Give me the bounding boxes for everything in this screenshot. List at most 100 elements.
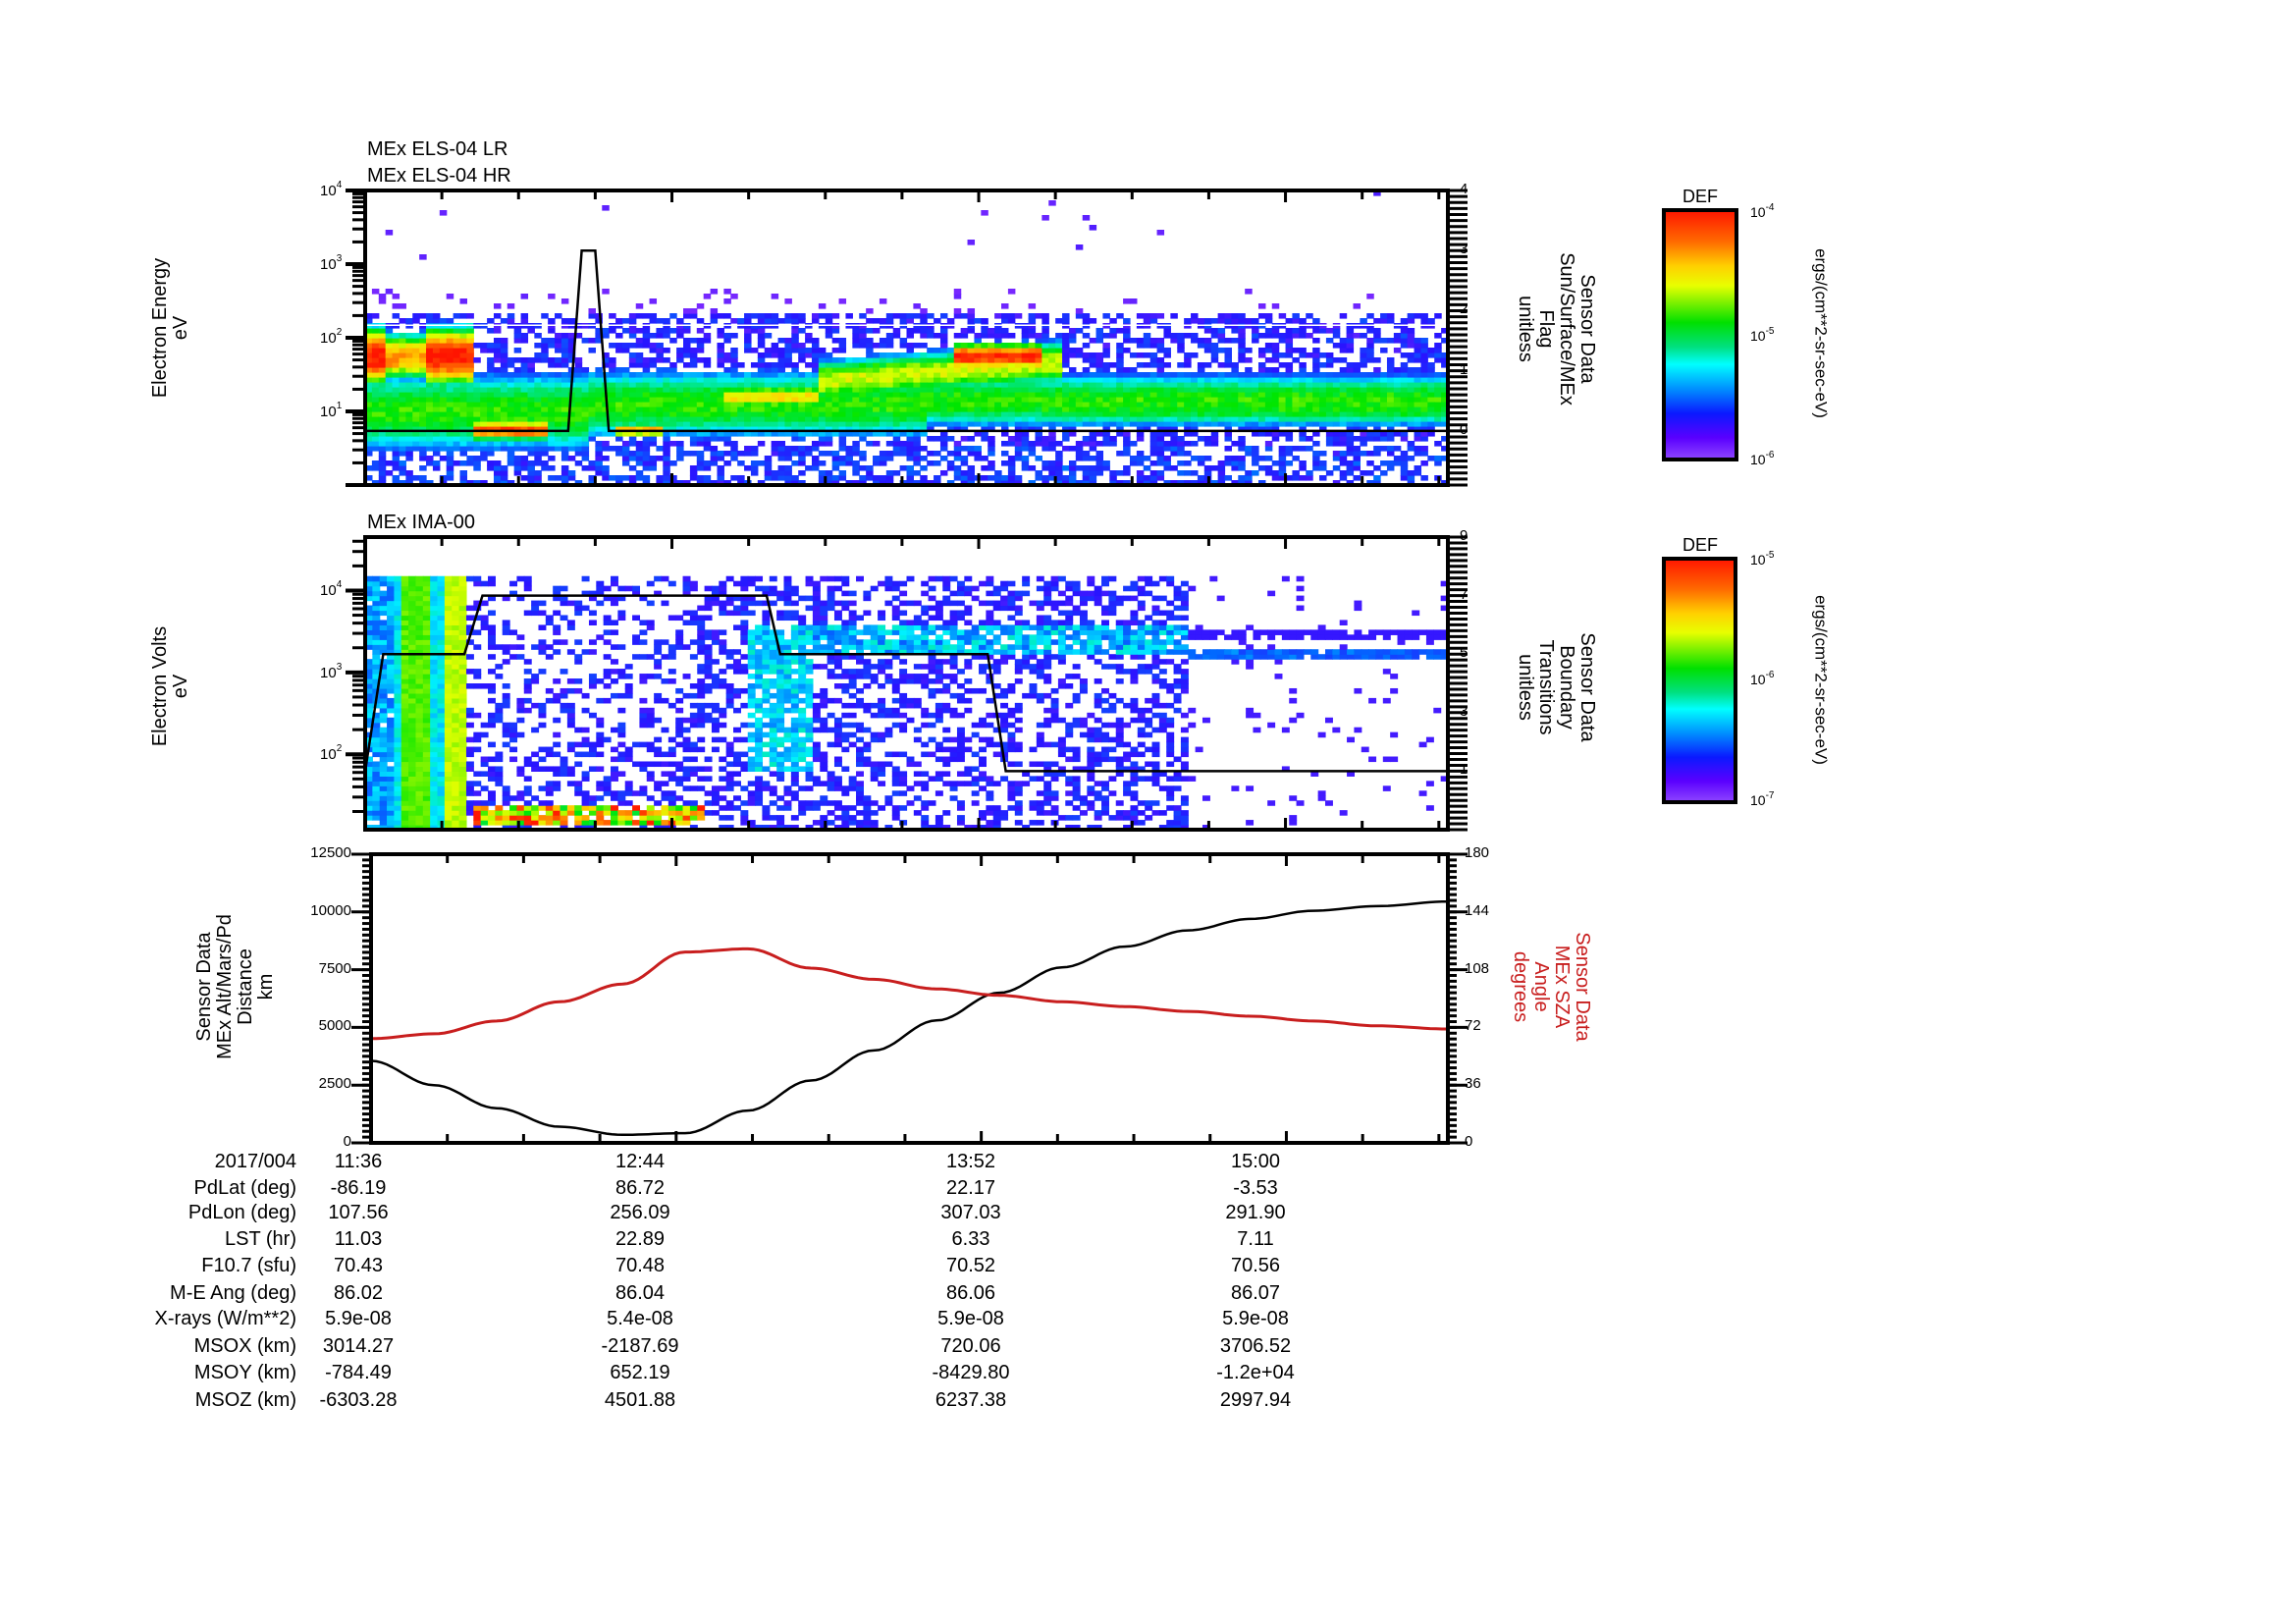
ima-y-label-line2: eV [170, 674, 191, 699]
ephemeris-cell: 291.90 [1225, 1202, 1286, 1223]
orbit-right-label-l3: Angle [1530, 961, 1552, 1012]
els-cb-tick-bottom: 10-6 [1750, 450, 1775, 467]
ima-right-label-l4: unitless [1515, 654, 1536, 721]
ephemeris-row-label: F10.7 (sfu) [201, 1255, 296, 1276]
ephemeris-cell: 5.9e-08 [325, 1308, 392, 1329]
ephemeris-cell: 3014.27 [322, 1335, 395, 1357]
ephemeris-row-label: PdLon (deg) [187, 1202, 296, 1223]
els-colorbar [1662, 208, 1738, 461]
ephemeris-row-label: LST (hr) [225, 1228, 296, 1250]
ephemeris-cell: 5.9e-08 [937, 1308, 1004, 1329]
ephemeris-row-label: M-E Ang (deg) [170, 1282, 296, 1304]
ephemeris-cell: 6.33 [951, 1228, 990, 1250]
orbit-ytick-right: 144 [1465, 901, 1490, 919]
ima-colorbar [1662, 557, 1737, 804]
altitude-line [370, 899, 1449, 1137]
orbit-ytick-right: 180 [1465, 844, 1490, 861]
ephemeris-row-label: PdLat (deg) [193, 1177, 296, 1199]
els-title-hr: MEx ELS-04 HR [367, 165, 511, 187]
ephemeris-cell: 7.11 [1237, 1228, 1274, 1250]
ima-ytick-left: 102 [320, 743, 343, 764]
orbit-ytick-right: 0 [1465, 1133, 1473, 1150]
ima-boundary-line [363, 594, 1448, 773]
els-ytick-right: 4 [1460, 181, 1468, 197]
orbit-y-label-l2: MEx Alt/Mars/Pd [214, 914, 236, 1059]
els-ytick-right: 3 [1460, 241, 1468, 258]
ima-spectrogram [346, 535, 1468, 832]
orbit-y-label-l4: km [255, 973, 277, 1001]
time-tick-label: 12:44 [614, 1151, 666, 1172]
ephemeris-row: LST (hr) 11.03 22.89 6.33 7.11 [0, 1226, 2296, 1252]
ima-colorbar-units: ergs/(cm**2-sr-sec-eV) [1811, 595, 1831, 765]
time-tick-label: 13:52 [945, 1151, 996, 1172]
els-pixels [365, 190, 1449, 486]
orbit-ytick-right: 108 [1465, 959, 1490, 977]
els-ytick-right: 2 [1460, 300, 1468, 318]
orbit-right-label-l4: degrees [1510, 950, 1531, 1023]
ephemeris-cell: 4501.88 [604, 1389, 676, 1411]
els-flag-line [365, 248, 1448, 433]
ima-colorbar-title: DEF [1682, 535, 1718, 555]
orbit-y-label-l1: Sensor Data [193, 932, 215, 1042]
els-title-lr: MEx ELS-04 LR [367, 138, 508, 160]
ephemeris-cell: -2187.69 [601, 1335, 679, 1357]
orbit-right-label-l2: MEx SZA [1551, 945, 1573, 1029]
sza-line [370, 947, 1448, 1041]
ephemeris-cell: 22.89 [614, 1228, 666, 1250]
ephemeris-cell: -3.53 [1233, 1177, 1278, 1199]
time-tick-label: 11:36 [334, 1151, 383, 1172]
els-ytick-left: 104 [320, 180, 343, 199]
els-right-label: Sensor Data Sun/Surface/MEx Flag unitles… [1515, 221, 1598, 437]
ima-ytick-right: 3 [1460, 702, 1468, 720]
els-right-label-l3: Flag [1535, 309, 1557, 349]
els-cb-tick-top: 10-4 [1750, 202, 1775, 220]
ephemeris-row: MSOX (km) 3014.27 -2187.69 720.06 3706.52 [0, 1333, 2296, 1359]
ephemeris-row-label: MSOZ (km) [194, 1389, 296, 1411]
ima-y-label: Electron Volts eV [149, 583, 191, 789]
ima-title: MEx IMA-00 [367, 512, 476, 533]
ima-right-label-l1: Sensor Data [1576, 632, 1598, 742]
ephemeris-cell: -86.19 [330, 1177, 387, 1199]
els-colorbar-title: DEF [1682, 187, 1718, 206]
els-y-label-line2: eV [170, 315, 191, 341]
ephemeris-cell: -1.2e+04 [1216, 1362, 1295, 1383]
ephemeris-header-row: 2017/004 11:36 12:44 13:52 15:00 [0, 1149, 2296, 1174]
ephemeris-cell: 652.19 [610, 1362, 670, 1383]
ephemeris-cell: 86.07 [1230, 1282, 1281, 1304]
els-ytick-left: 101 [320, 401, 343, 420]
ima-right-label-l2: Boundary [1556, 645, 1577, 730]
time-tick-label: 15:00 [1230, 1151, 1281, 1172]
ima-pixels [365, 575, 1449, 831]
els-ytick-left: 102 [320, 327, 343, 347]
ephemeris-cell: 22.17 [945, 1177, 996, 1199]
ima-ytick-left: 103 [320, 661, 343, 681]
orbit-ytick-left: 7500 [318, 959, 351, 977]
orbit-ytick-left: 12500 [310, 844, 351, 861]
ephemeris-cell: 86.72 [614, 1177, 666, 1199]
ephemeris-cell: 107.56 [328, 1202, 389, 1223]
ephemeris-cell: 3706.52 [1219, 1335, 1292, 1357]
els-right-label-l4: unitless [1515, 296, 1536, 362]
ephemeris-cell: 6237.38 [934, 1389, 1007, 1411]
ephemeris-cell: -8429.80 [932, 1362, 1010, 1383]
ephemeris-cell: 70.52 [945, 1255, 996, 1276]
orbit-ytick-right: 72 [1465, 1017, 1481, 1035]
ephemeris-row: PdLat (deg) -86.19 86.72 22.17 -3.53 [0, 1175, 2296, 1201]
ephemeris-cell: 86.04 [614, 1282, 666, 1304]
ephemeris-cell: 720.06 [940, 1335, 1001, 1357]
els-ytick-right: 0 [1460, 420, 1468, 438]
ephemeris-cell: 70.43 [333, 1255, 384, 1276]
ephemeris-cell: 5.4e-08 [607, 1308, 673, 1329]
els-ytick-left: 103 [320, 253, 343, 273]
ima-right-label-l3: Transitions [1535, 639, 1557, 735]
orbit-ytick-left: 2500 [318, 1075, 351, 1093]
els-colorbar-units: ergs/(cm**2-sr-sec-eV) [1811, 248, 1831, 418]
ima-cb-tick-mid: 10-6 [1750, 670, 1775, 687]
ephemeris-cell: 5.9e-08 [1222, 1308, 1289, 1329]
ephemeris-cell: 11.03 [334, 1228, 383, 1250]
els-right-label-l2: Sun/Surface/MEx [1556, 252, 1577, 406]
orbit-ytick-left: 10000 [310, 901, 351, 919]
ima-ytick-right: 7 [1460, 585, 1468, 603]
els-right-label-l1: Sensor Data [1576, 274, 1598, 384]
ephemeris-row: MSOZ (km) -6303.28 4501.88 6237.38 2997.94 [0, 1387, 2296, 1413]
